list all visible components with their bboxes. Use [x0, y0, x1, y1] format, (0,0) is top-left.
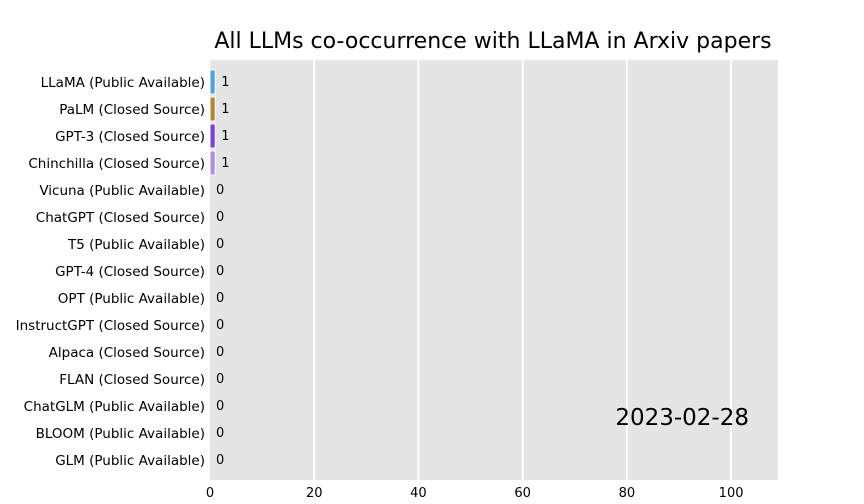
value-label: 0 — [216, 318, 224, 333]
category-label: BLOOM (Public Available) — [36, 426, 205, 442]
x-tick-label: 60 — [514, 486, 531, 501]
category-label: Alpaca (Closed Source) — [49, 345, 205, 361]
value-label: 1 — [221, 129, 229, 144]
value-label: 0 — [216, 210, 224, 225]
category-label: Vicuna (Public Available) — [39, 183, 205, 199]
category-label: PaLM (Closed Source) — [59, 102, 205, 118]
value-label: 0 — [216, 345, 224, 360]
value-label: 0 — [216, 453, 224, 468]
x-tick-labels: 0 20 40 60 80 100 — [206, 486, 744, 501]
x-tick-label: 80 — [619, 486, 636, 501]
bars — [209, 69, 216, 176]
category-label: LLaMA (Public Available) — [41, 75, 205, 91]
value-label: 0 — [216, 372, 224, 387]
category-label: T5 (Public Available) — [67, 237, 205, 253]
value-label: 1 — [221, 102, 229, 117]
bar — [209, 150, 216, 176]
x-tick-label: 20 — [306, 486, 323, 501]
category-label: GPT-3 (Closed Source) — [55, 129, 205, 145]
category-label: GPT-4 (Closed Source) — [55, 264, 205, 280]
category-label: ChatGPT (Closed Source) — [36, 210, 205, 226]
chart-title: All LLMs co-occurrence with LLaMA in Arx… — [214, 29, 771, 54]
value-label: 0 — [216, 237, 224, 252]
value-labels: 1 1 1 1 0 0 0 0 0 0 0 0 0 0 0 — [216, 75, 229, 468]
category-label: InstructGPT (Closed Source) — [16, 318, 205, 334]
value-label: 0 — [216, 264, 224, 279]
value-label: 0 — [216, 183, 224, 198]
value-label: 1 — [221, 75, 229, 90]
category-labels: LLaMA (Public Available) PaLM (Closed Sou… — [16, 75, 205, 469]
value-label: 0 — [216, 399, 224, 414]
bar — [209, 69, 216, 95]
gridlines — [313, 60, 733, 480]
category-label: FLAN (Closed Source) — [59, 372, 205, 388]
bar — [209, 96, 216, 122]
x-tick-label: 0 — [206, 486, 214, 501]
category-label: GLM (Public Available) — [55, 453, 205, 469]
value-label: 1 — [221, 156, 229, 171]
plot-background — [210, 60, 778, 480]
value-label: 0 — [216, 426, 224, 441]
category-label: ChatGLM (Public Available) — [24, 399, 205, 415]
date-label: 2023-02-28 — [615, 405, 749, 431]
category-label: OPT (Public Available) — [58, 291, 205, 307]
value-label: 0 — [216, 291, 224, 306]
x-tick-label: 40 — [410, 486, 427, 501]
x-tick-label: 100 — [719, 486, 744, 501]
category-label: Chinchilla (Closed Source) — [28, 156, 205, 172]
bar — [209, 123, 216, 149]
